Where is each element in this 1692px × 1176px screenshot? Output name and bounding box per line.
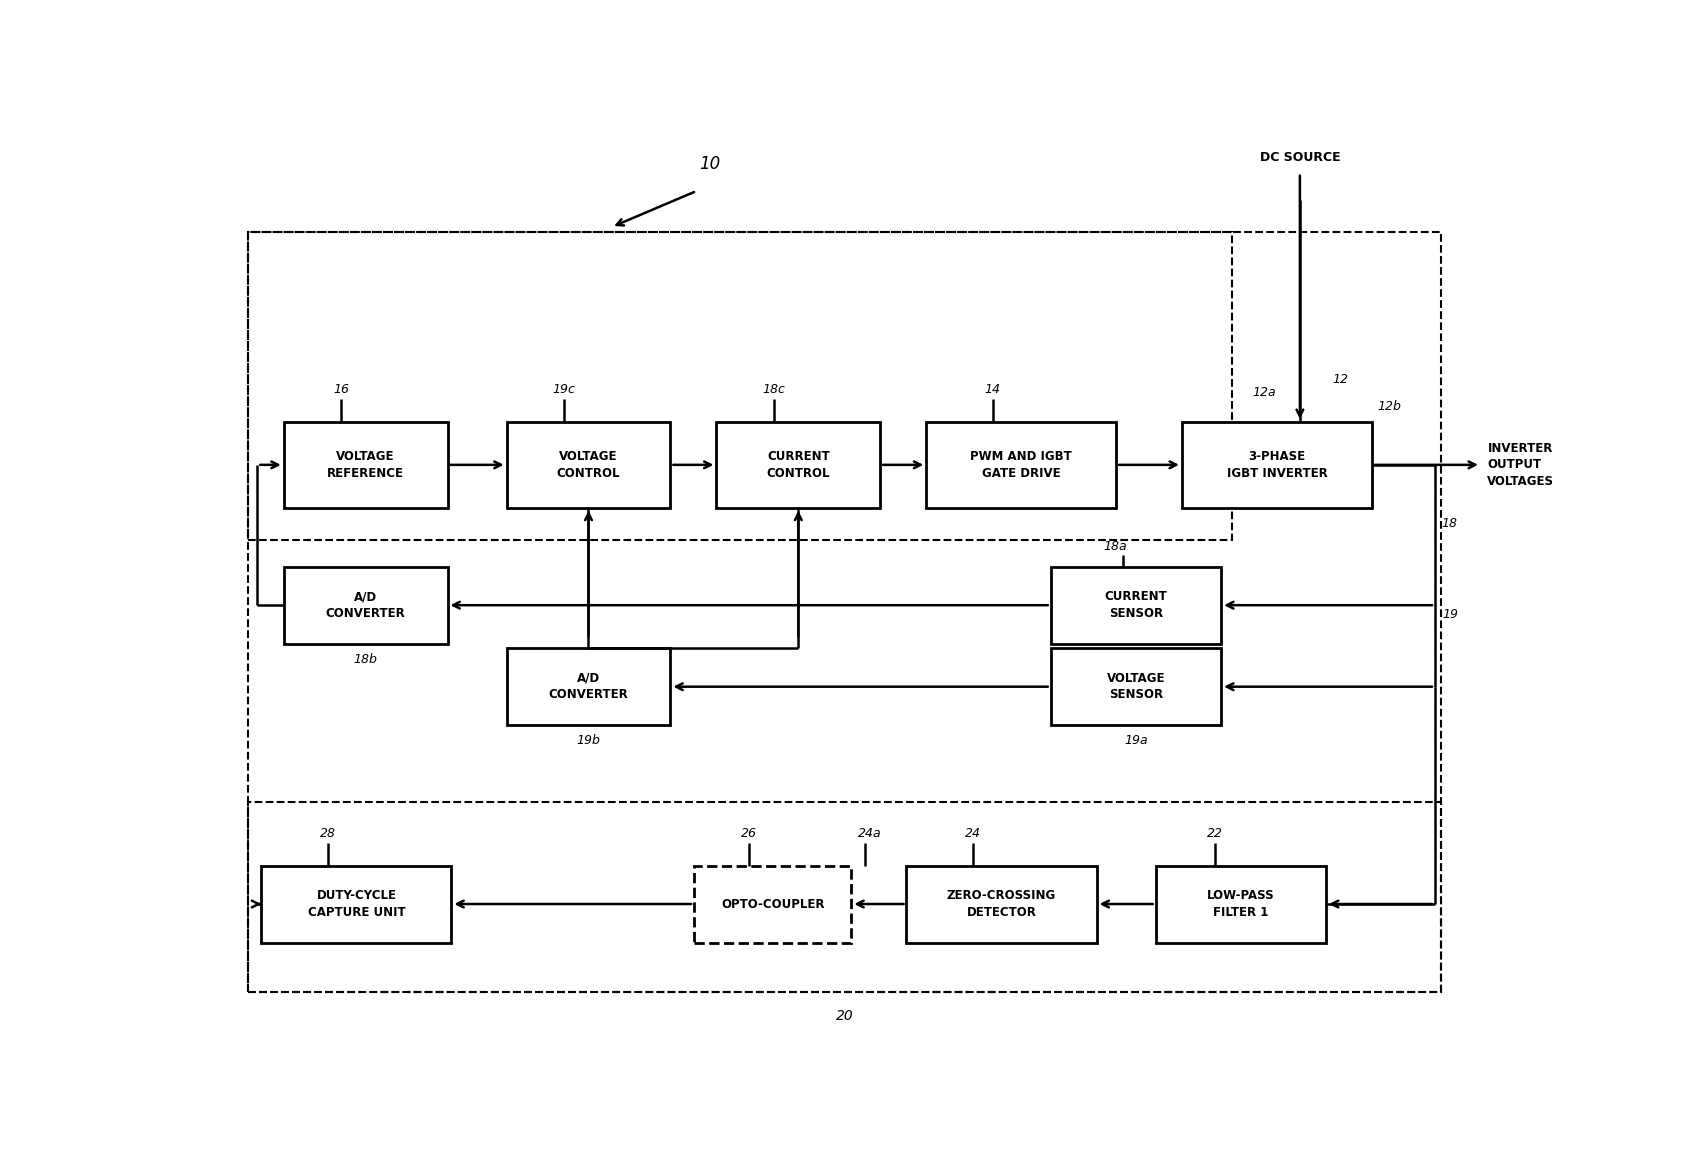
Text: 20: 20 — [836, 1009, 854, 1023]
Text: 18: 18 — [1442, 517, 1457, 530]
Text: CURRENT
SENSOR: CURRENT SENSOR — [1105, 590, 1167, 620]
Text: 19b: 19b — [577, 734, 601, 747]
Text: 24a: 24a — [858, 827, 882, 840]
Text: 16: 16 — [333, 383, 349, 396]
FancyBboxPatch shape — [284, 422, 447, 508]
FancyBboxPatch shape — [926, 422, 1117, 508]
FancyBboxPatch shape — [506, 648, 670, 726]
Text: DC SOURCE: DC SOURCE — [1259, 151, 1340, 163]
Text: 19c: 19c — [553, 383, 575, 396]
FancyBboxPatch shape — [284, 567, 447, 643]
Text: VOLTAGE
SENSOR: VOLTAGE SENSOR — [1107, 671, 1166, 701]
FancyBboxPatch shape — [694, 866, 851, 942]
Text: 28: 28 — [320, 827, 337, 840]
Text: 3-PHASE
IGBT INVERTER: 3-PHASE IGBT INVERTER — [1227, 450, 1327, 480]
Text: A/D
CONVERTER: A/D CONVERTER — [548, 671, 628, 701]
Text: A/D
CONVERTER: A/D CONVERTER — [325, 590, 406, 620]
Text: OPTO-COUPLER: OPTO-COUPLER — [721, 897, 824, 910]
Text: VOLTAGE
CONTROL: VOLTAGE CONTROL — [557, 450, 621, 480]
Text: 14: 14 — [985, 383, 1000, 396]
Text: 19: 19 — [1443, 608, 1459, 621]
FancyBboxPatch shape — [1181, 422, 1372, 508]
Text: 12a: 12a — [1252, 386, 1276, 399]
Text: 18b: 18b — [354, 653, 377, 666]
Text: CURRENT
CONTROL: CURRENT CONTROL — [766, 450, 831, 480]
Text: LOW-PASS
FILTER 1: LOW-PASS FILTER 1 — [1206, 889, 1274, 918]
Text: 18c: 18c — [763, 383, 785, 396]
Text: INVERTER
OUTPUT
VOLTAGES: INVERTER OUTPUT VOLTAGES — [1487, 442, 1555, 488]
FancyBboxPatch shape — [716, 422, 880, 508]
Text: VOLTAGE
REFERENCE: VOLTAGE REFERENCE — [327, 450, 404, 480]
Text: 26: 26 — [741, 827, 756, 840]
FancyBboxPatch shape — [1156, 866, 1327, 942]
Text: 24: 24 — [964, 827, 981, 840]
Text: 10: 10 — [699, 155, 721, 173]
FancyBboxPatch shape — [1051, 567, 1222, 643]
Text: DUTY-CYCLE
CAPTURE UNIT: DUTY-CYCLE CAPTURE UNIT — [308, 889, 404, 918]
Text: PWM AND IGBT
GATE DRIVE: PWM AND IGBT GATE DRIVE — [970, 450, 1073, 480]
FancyBboxPatch shape — [1051, 648, 1222, 726]
Text: 12: 12 — [1333, 373, 1349, 386]
Text: 22: 22 — [1208, 827, 1223, 840]
Text: 12b: 12b — [1377, 400, 1401, 413]
FancyBboxPatch shape — [506, 422, 670, 508]
FancyBboxPatch shape — [907, 866, 1096, 942]
Text: ZERO-CROSSING
DETECTOR: ZERO-CROSSING DETECTOR — [948, 889, 1056, 918]
FancyBboxPatch shape — [261, 866, 452, 942]
Text: 18a: 18a — [1103, 540, 1127, 553]
Text: 19a: 19a — [1123, 734, 1147, 747]
